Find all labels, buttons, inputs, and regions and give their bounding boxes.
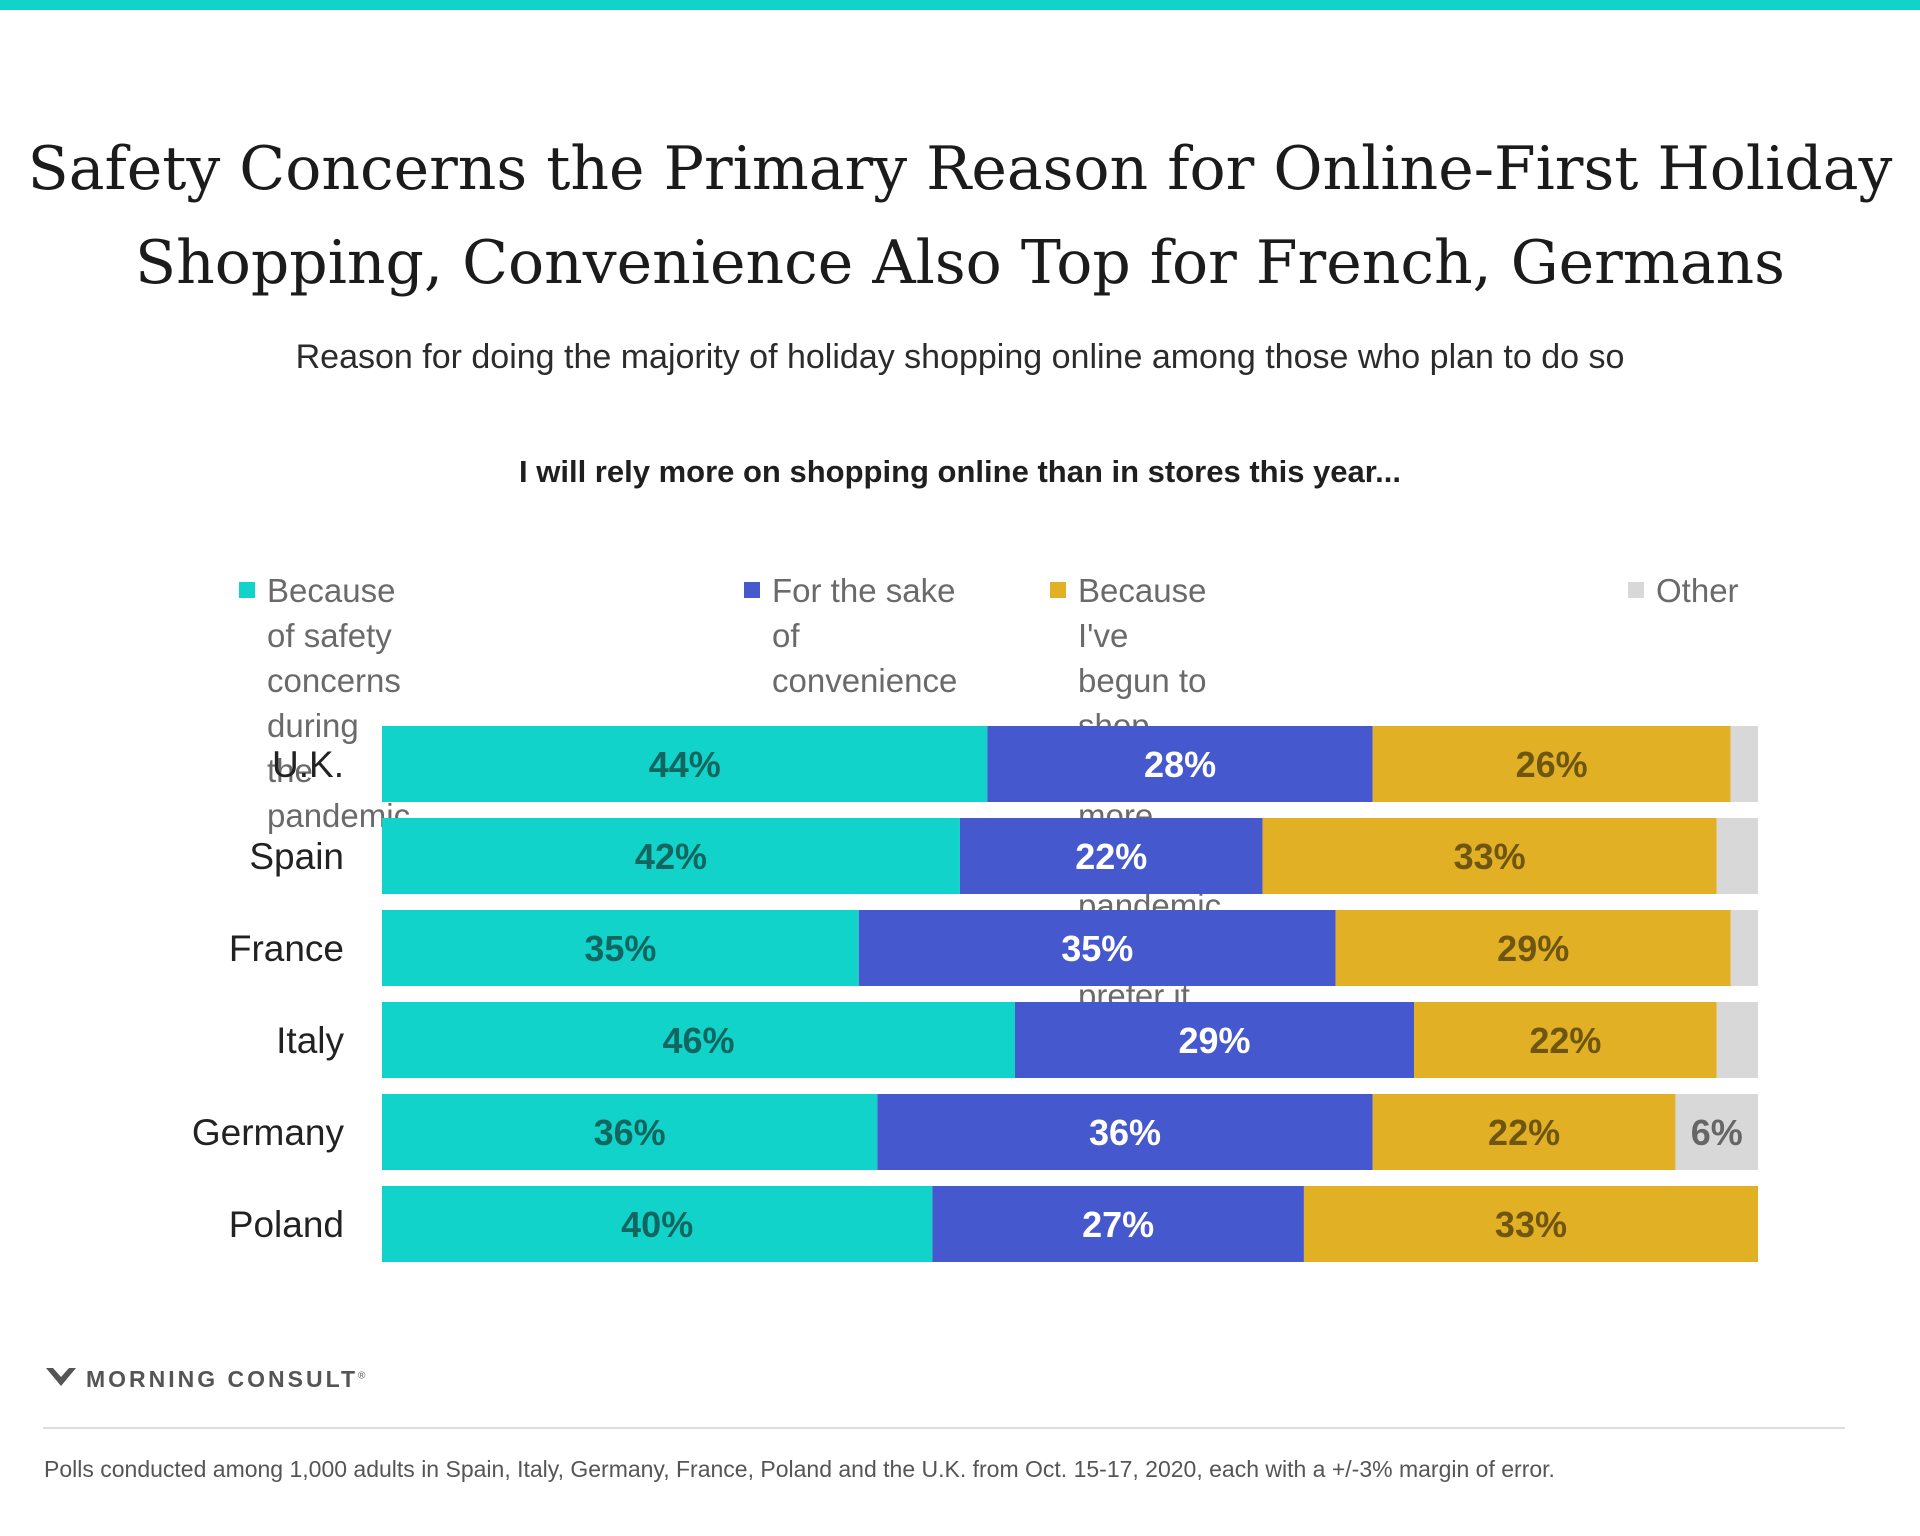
chart-title-line-1: Safety Concerns the Primary Reason for O… [27,134,1893,204]
chart-subtitle: Reason for doing the majority of holiday… [295,338,1625,376]
bar-u-k-prefer-online [1372,726,1731,802]
bar-italy-other [1716,1002,1758,1078]
legend-label-convenience: For the sake of convenience [772,572,958,699]
bar-spain-prefer-online [1262,818,1717,894]
data-label-spain-prefer-online: 33% [1454,836,1526,877]
morning-consult-m-icon [46,1368,76,1386]
legend-swatch-safety [239,582,255,598]
data-label-france-safety: 35% [584,928,656,969]
data-label-france-prefer-online: 29% [1497,928,1569,969]
bar-spain-convenience [959,818,1263,894]
data-label-poland-safety: 40% [621,1204,693,1245]
data-label-italy-safety: 46% [662,1020,734,1061]
logo-wordmark: MORNING CONSULT® [86,1366,365,1393]
survey-question: I will rely more on shopping online than… [519,454,1401,489]
stacked-bar-chart: U.K. 44% 28% 26% Spain 42% 22% 33% France 35% 35% 2… [192,726,1758,1262]
data-label-italy-convenience: 29% [1178,1020,1250,1061]
category-label-poland: Poland [229,1204,344,1245]
top-accent-bar [0,0,1920,10]
bar-germany-safety [382,1094,878,1170]
data-label-germany-other: 6% [1691,1112,1743,1153]
bar-poland-prefer-online [1303,1186,1758,1262]
legend-label-other: Other [1656,572,1739,609]
bar-spain-other [1716,818,1758,894]
data-label-u-k-safety: 44% [649,744,721,785]
data-label-poland-convenience: 27% [1082,1204,1154,1245]
category-label-germany: Germany [192,1112,345,1153]
legend-swatch-convenience [744,582,760,598]
data-label-spain-safety: 42% [635,836,707,877]
bar-u-k-other [1730,726,1758,802]
data-label-poland-prefer-online: 33% [1495,1204,1567,1245]
bar-u-k-safety [382,726,988,802]
data-label-spain-convenience: 22% [1075,836,1147,877]
bar-italy-safety [382,1002,1015,1078]
data-label-germany-convenience: 36% [1089,1112,1161,1153]
bar-france-safety [382,910,859,986]
bar-poland-safety [382,1186,933,1262]
bar-germany-prefer-online [1372,1094,1676,1170]
bar-spain-safety [382,818,960,894]
legend-swatch-prefer-online [1050,582,1066,598]
legend-swatch-other [1628,582,1644,598]
bar-italy-prefer-online [1414,1002,1717,1078]
category-label-italy: Italy [276,1020,344,1061]
data-label-u-k-prefer-online: 26% [1516,744,1588,785]
logo-text: MORNING CONSULT [86,1366,359,1392]
chart-title: Safety Concerns the Primary Reason for O… [0,122,1920,310]
data-label-italy-prefer-online: 22% [1529,1020,1601,1061]
data-label-germany-safety: 36% [594,1112,666,1153]
data-label-u-k-convenience: 28% [1144,744,1216,785]
bar-italy-convenience [1014,1002,1414,1078]
data-label-france-convenience: 35% [1061,928,1133,969]
bar-france-convenience [858,910,1336,986]
bar-germany-other [1675,1094,1758,1170]
footer-divider [43,1427,1845,1429]
footnote: Polls conducted among 1,000 adults in Sp… [44,1456,1555,1482]
bar-germany-convenience [877,1094,1373,1170]
legend-label-safety: Because of safety concerns during the pa… [267,572,411,834]
chart-title-line-2: Shopping, Convenience Also Top for Frenc… [135,228,1785,298]
registered-mark: ® [358,1370,366,1382]
category-label-france: France [229,928,344,969]
data-label-germany-prefer-online: 22% [1488,1112,1560,1153]
category-label-spain: Spain [249,836,344,877]
bar-france-other [1730,910,1758,986]
bar-poland-convenience [932,1186,1304,1262]
bar-france-prefer-online [1335,910,1731,986]
bar-u-k-convenience [987,726,1373,802]
category-label-u-k: U.K. [272,744,344,785]
